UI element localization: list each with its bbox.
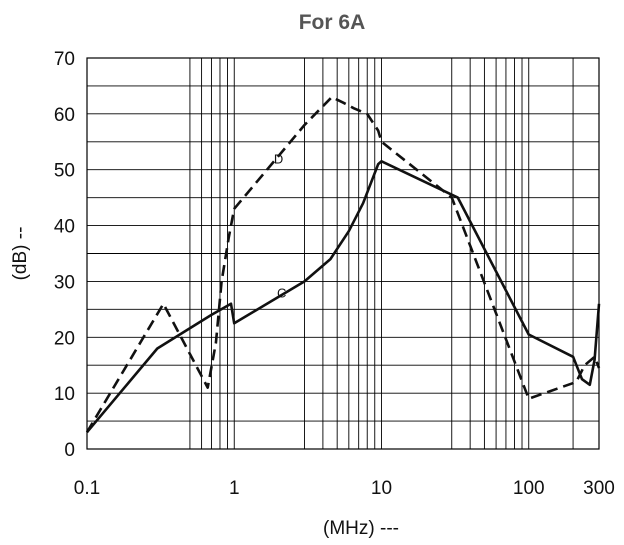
tick-labels: 0 10 20 30 40 50 60 70 0.1 1 10 100 300 (54, 49, 615, 499)
y-tick-label: 10 (54, 384, 75, 405)
y-axis-label: (dB) -- (10, 227, 31, 281)
x-axis-label: (MHz) --- (323, 518, 399, 539)
series-line-c (86, 160, 601, 434)
y-tick-label: 0 (64, 440, 75, 461)
x-tick-label: 10 (371, 478, 392, 499)
x-tick-label: 0.1 (74, 478, 100, 499)
series-group (85, 95, 601, 434)
plot-frame (86, 57, 600, 450)
x-tick-label: 1 (229, 478, 240, 499)
y-tick-label: 60 (54, 105, 75, 126)
y-tick-label: 50 (54, 161, 75, 182)
chart-title: For 6A (299, 11, 366, 34)
x-tick-label: 300 (583, 478, 615, 499)
y-tick-label: 30 (54, 272, 75, 293)
y-tick-label: 40 (54, 217, 75, 238)
grid (86, 57, 600, 450)
series-line-d (85, 95, 601, 433)
y-tick-label: 20 (54, 328, 75, 349)
x-tick-label: 100 (513, 478, 545, 499)
y-tick-label: 70 (54, 49, 75, 70)
curve-label-d: D (274, 152, 283, 167)
curve-label-c: C (277, 286, 286, 301)
